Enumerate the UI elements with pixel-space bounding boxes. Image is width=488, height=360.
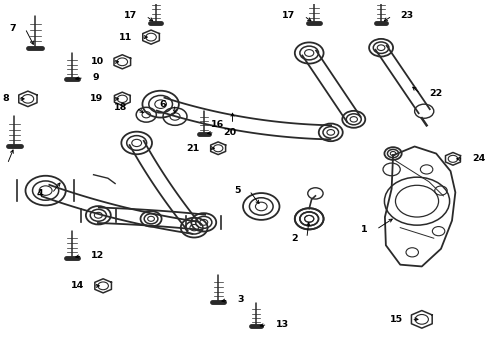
Text: 18: 18 bbox=[114, 103, 127, 112]
Text: 3: 3 bbox=[237, 296, 244, 305]
Text: 11: 11 bbox=[119, 33, 132, 42]
Text: 12: 12 bbox=[91, 251, 104, 260]
Text: 16: 16 bbox=[210, 120, 224, 129]
Text: 13: 13 bbox=[276, 320, 289, 329]
Text: 10: 10 bbox=[90, 57, 103, 66]
Text: 21: 21 bbox=[186, 144, 199, 153]
Text: 23: 23 bbox=[400, 12, 413, 21]
Text: 4: 4 bbox=[37, 189, 43, 198]
Text: 17: 17 bbox=[282, 12, 295, 21]
Text: 24: 24 bbox=[471, 154, 485, 163]
Text: 17: 17 bbox=[123, 12, 137, 21]
Text: 9: 9 bbox=[92, 73, 99, 82]
Text: 22: 22 bbox=[428, 89, 441, 98]
Text: 7: 7 bbox=[10, 24, 17, 33]
Text: 8: 8 bbox=[2, 94, 9, 103]
Text: 1: 1 bbox=[360, 225, 367, 234]
Text: 19: 19 bbox=[90, 94, 103, 103]
Text: 5: 5 bbox=[234, 186, 240, 195]
Text: 6: 6 bbox=[159, 100, 165, 109]
Text: 15: 15 bbox=[389, 315, 402, 324]
Text: 20: 20 bbox=[223, 128, 236, 137]
Text: 2: 2 bbox=[291, 234, 298, 243]
Text: 14: 14 bbox=[71, 282, 84, 290]
